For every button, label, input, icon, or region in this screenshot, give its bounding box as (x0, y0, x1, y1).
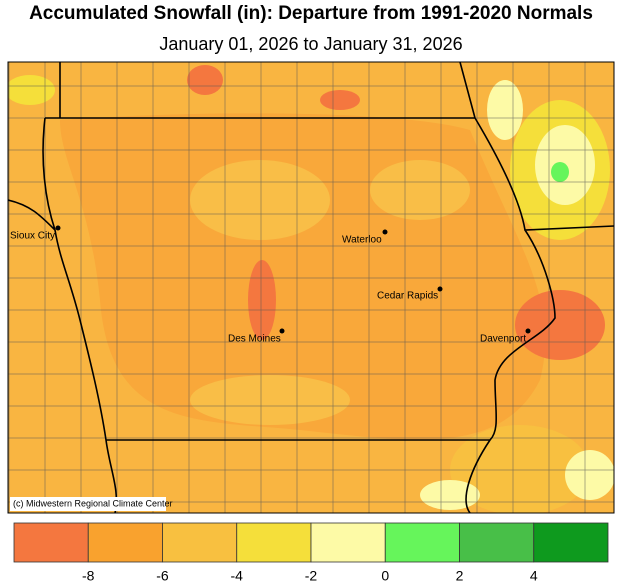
map (8, 62, 614, 513)
legend-swatch (13, 522, 89, 563)
city-dot (55, 225, 61, 231)
legend-tick-label: -4 (231, 568, 244, 584)
city-label: Waterloo (342, 235, 382, 246)
city-dot (525, 328, 531, 334)
legend-swatch (162, 522, 238, 563)
city-label: Cedar Rapids (377, 291, 438, 302)
city-dot (382, 229, 388, 235)
legend-swatch (87, 522, 163, 563)
legend-tick-label: 4 (530, 568, 538, 584)
county-lines (8, 62, 614, 513)
legend-tick-label: -8 (82, 568, 95, 584)
city-label: Des Moines (228, 334, 281, 345)
city-label: Davenport (480, 334, 526, 345)
map-frame (7, 61, 615, 514)
legend: -8 -6 -4 -2 0 2 4 (13, 522, 609, 584)
state-borders (8, 62, 614, 513)
legend-swatch (533, 522, 609, 563)
city-dot (437, 286, 443, 292)
city-label: Sioux City (10, 231, 55, 242)
title: Accumulated Snowfall (in): Departure fro… (29, 3, 593, 24)
legend-swatch (236, 522, 312, 563)
legend-tick-label: -6 (156, 568, 169, 584)
legend-tick-label: -2 (305, 568, 318, 584)
credit: (c) Midwestern Regional Climate Center (13, 498, 173, 508)
city-dot (279, 328, 285, 334)
legend-tick-label: 0 (381, 568, 389, 584)
legend-swatch (384, 522, 460, 563)
subtitle: January 01, 2026 to January 31, 2026 (159, 34, 462, 54)
credit-box (10, 497, 166, 511)
legend-swatch (310, 522, 386, 563)
legend-swatch (459, 522, 535, 563)
legend-tick-label: 2 (456, 568, 464, 584)
